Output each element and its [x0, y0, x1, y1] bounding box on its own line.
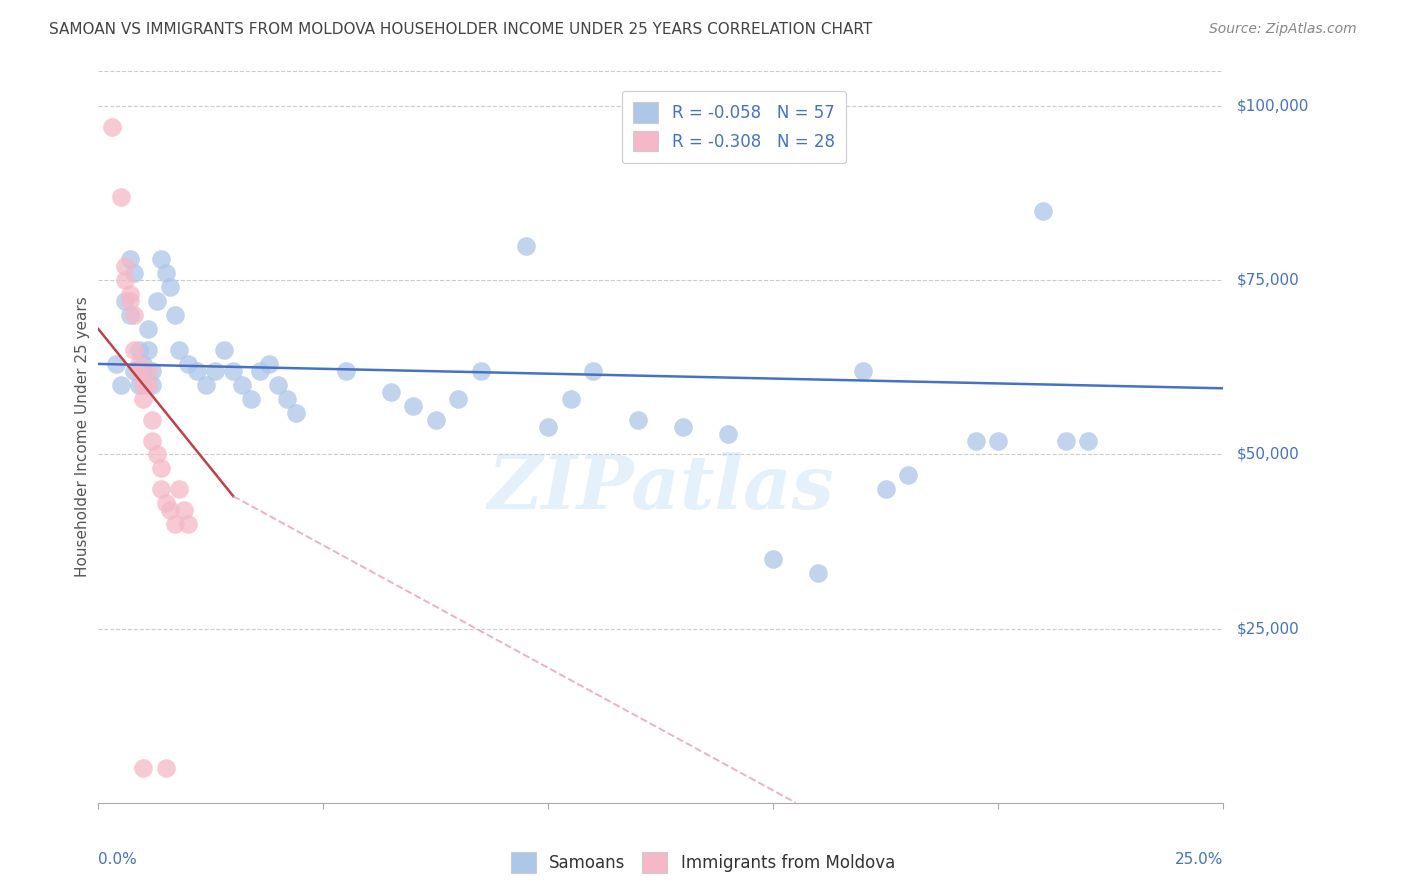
Point: [132, 377, 155, 392]
Point: [965, 434, 987, 448]
Point: [150, 252, 173, 267]
Y-axis label: Householder Income Under 25 years: Householder Income Under 25 years: [75, 297, 90, 577]
Point: [214, 343, 236, 357]
Point: [146, 448, 169, 462]
Point: [128, 377, 150, 392]
Point: [124, 308, 146, 322]
Point: [124, 266, 146, 280]
Point: [114, 260, 136, 274]
Point: [515, 238, 537, 252]
Point: [141, 377, 163, 392]
Text: SAMOAN VS IMMIGRANTS FROM MOLDOVA HOUSEHOLDER INCOME UNDER 25 YEARS CORRELATION : SAMOAN VS IMMIGRANTS FROM MOLDOVA HOUSEH…: [49, 22, 873, 37]
Point: [1054, 434, 1077, 448]
Point: [762, 552, 785, 566]
Point: [285, 406, 308, 420]
Point: [146, 294, 169, 309]
Point: [1077, 434, 1099, 448]
Point: [195, 377, 218, 392]
Legend: R = -0.058   N = 57, R = -0.308   N = 28: R = -0.058 N = 57, R = -0.308 N = 28: [621, 91, 846, 163]
Point: [267, 377, 290, 392]
Point: [169, 343, 191, 357]
Text: $100,000: $100,000: [1237, 99, 1309, 113]
Point: [124, 364, 146, 378]
Point: [173, 503, 195, 517]
Point: [560, 392, 582, 406]
Point: [1032, 203, 1054, 218]
Point: [128, 343, 150, 357]
Point: [136, 364, 159, 378]
Point: [128, 357, 150, 371]
Point: [231, 377, 253, 392]
Point: [852, 364, 875, 378]
Point: [141, 434, 163, 448]
Point: [150, 483, 173, 497]
Text: $25,000: $25,000: [1237, 621, 1299, 636]
Point: [159, 503, 181, 517]
Point: [169, 483, 191, 497]
Point: [897, 468, 920, 483]
Point: [132, 392, 155, 406]
Point: [276, 392, 298, 406]
Point: [105, 357, 128, 371]
Point: [136, 377, 159, 392]
Text: $75,000: $75,000: [1237, 273, 1299, 288]
Point: [118, 294, 141, 309]
Point: [118, 308, 141, 322]
Point: [222, 364, 245, 378]
Point: [335, 364, 357, 378]
Point: [118, 252, 141, 267]
Point: [186, 364, 208, 378]
Point: [807, 566, 830, 580]
Text: Source: ZipAtlas.com: Source: ZipAtlas.com: [1209, 22, 1357, 37]
Point: [132, 357, 155, 371]
Point: [132, 761, 155, 775]
Point: [150, 461, 173, 475]
Point: [141, 364, 163, 378]
Point: [987, 434, 1010, 448]
Point: [717, 426, 740, 441]
Point: [141, 412, 163, 426]
Point: [132, 364, 155, 378]
Legend: Samoans, Immigrants from Moldova: Samoans, Immigrants from Moldova: [505, 846, 901, 880]
Point: [177, 357, 200, 371]
Point: [425, 412, 447, 426]
Point: [875, 483, 897, 497]
Point: [114, 273, 136, 287]
Point: [136, 322, 159, 336]
Point: [155, 266, 177, 280]
Text: $50,000: $50,000: [1237, 447, 1299, 462]
Point: [101, 120, 124, 134]
Point: [155, 496, 177, 510]
Point: [110, 377, 132, 392]
Point: [163, 308, 186, 322]
Point: [204, 364, 226, 378]
Point: [136, 343, 159, 357]
Point: [177, 517, 200, 532]
Point: [447, 392, 470, 406]
Point: [124, 343, 146, 357]
Point: [249, 364, 271, 378]
Point: [163, 517, 186, 532]
Point: [537, 419, 560, 434]
Text: 25.0%: 25.0%: [1175, 852, 1223, 866]
Point: [402, 399, 425, 413]
Point: [159, 280, 181, 294]
Point: [110, 190, 132, 204]
Point: [114, 294, 136, 309]
Point: [380, 384, 402, 399]
Point: [627, 412, 650, 426]
Point: [128, 364, 150, 378]
Text: 0.0%: 0.0%: [98, 852, 138, 866]
Point: [155, 761, 177, 775]
Point: [672, 419, 695, 434]
Point: [470, 364, 492, 378]
Point: [118, 287, 141, 301]
Point: [582, 364, 605, 378]
Point: [259, 357, 281, 371]
Point: [240, 392, 263, 406]
Text: ZIPatlas: ZIPatlas: [488, 452, 834, 524]
